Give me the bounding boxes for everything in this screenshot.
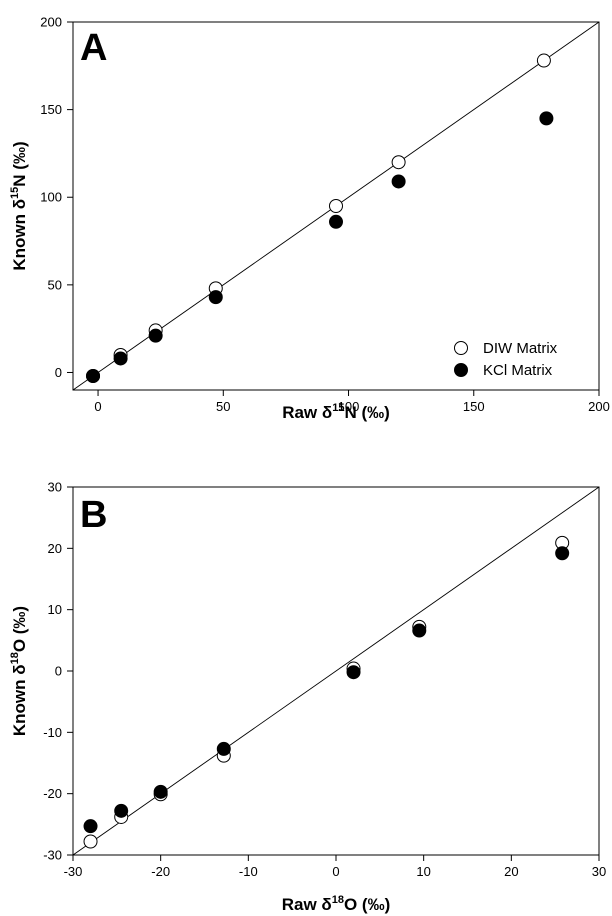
y-tick-label: 50 [48,277,62,292]
diw-point [391,155,406,170]
diw-point [329,199,343,213]
x-tick-label: 150 [463,399,485,414]
panel-label: A [80,27,107,69]
x-axis-title: Raw δ15N (‰) [282,402,390,422]
y-axis-title: Known δ15N (‰) [9,141,29,270]
x-tick-label: 20 [504,864,518,879]
kcl-point [148,328,163,343]
x-axis-title-main: Raw δ [282,895,332,914]
legend-marker [454,363,468,377]
diw-point [536,53,551,68]
y-tick-label: -20 [43,786,62,801]
kcl-point [329,214,343,229]
one-to-one-line [72,486,600,856]
diw-point [83,834,98,849]
x-tick-label: 100 [338,399,360,414]
y-axis-title-sup: 15 [9,187,21,199]
kcl-point [153,784,168,799]
legend-marker [454,341,468,355]
x-tick-label: 0 [94,399,101,414]
y-axis-title-main: Known δ [10,199,29,271]
y-tick-label: 100 [40,190,62,205]
x-axis-title-sup: 18 [332,894,344,906]
y-tick-label: 0 [55,365,62,380]
kcl-point [114,803,129,818]
panel-label: B [80,494,107,536]
y-tick-label: 20 [48,541,62,556]
legend-label: DIW Matrix [483,340,558,357]
kcl-point [391,174,406,189]
y-tick-label: 30 [48,480,62,495]
y-axis-title: Known δ18O (‰) [9,606,29,736]
kcl-point [412,623,427,638]
x-axis-title-main: Raw δ [282,403,332,422]
x-axis-title-unit: N (‰) [344,403,389,422]
kcl-point [539,111,554,126]
x-tick-label: -10 [239,864,258,879]
y-tick-label: 10 [48,602,62,617]
kcl-point [555,546,570,561]
x-tick-label: 50 [216,399,230,414]
x-tick-label: 0 [332,864,339,879]
y-tick-label: 0 [55,664,62,679]
kcl-point [113,351,128,366]
kcl-point [86,368,101,383]
y-tick-label: -30 [43,848,62,863]
kcl-point [208,290,223,305]
x-tick-label: 30 [592,864,606,879]
y-axis-title-unit: N (‰) [10,141,29,186]
x-axis-title-unit: O (‰) [344,895,390,914]
y-tick-label: 200 [40,15,62,30]
kcl-point [83,819,98,834]
y-axis-title-sup: 18 [9,652,21,664]
y-tick-label: 150 [40,102,62,117]
plot-frame [72,21,600,391]
y-axis-title-main: Known δ [10,664,29,736]
x-tick-label: 10 [416,864,430,879]
x-axis-title: Raw δ18O (‰) [282,894,391,914]
y-axis-title-unit: O (‰) [10,606,29,652]
x-axis-title-sup: 15 [332,402,344,414]
kcl-point [216,741,231,756]
legend-label: KCl Matrix [483,362,553,379]
x-tick-label: -20 [151,864,170,879]
x-tick-label: -30 [64,864,83,879]
kcl-point [346,665,361,680]
y-tick-label: -10 [43,725,62,740]
x-tick-label: 200 [588,399,610,414]
